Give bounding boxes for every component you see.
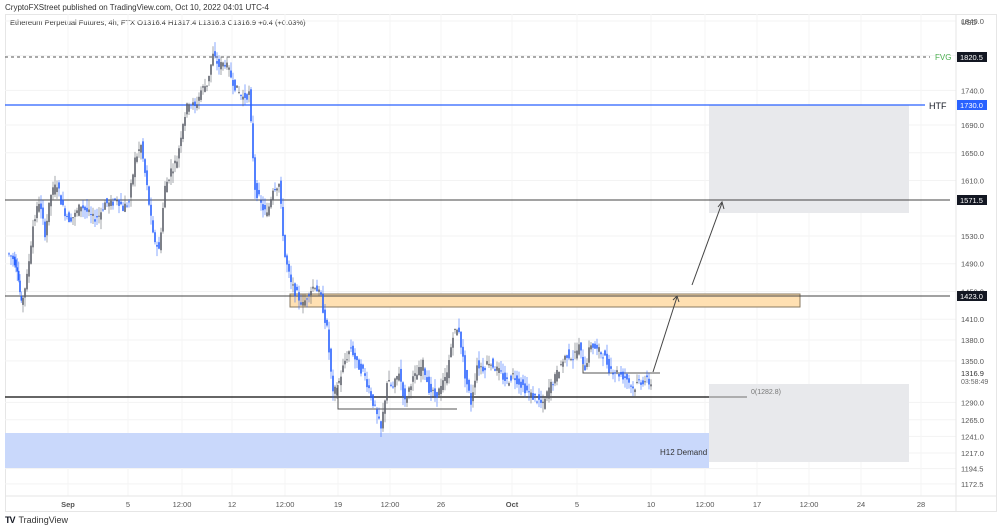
time-tick-label: 19 [334, 500, 342, 509]
time-tick-label: 5 [126, 500, 130, 509]
fvg-price-tag [957, 52, 987, 62]
h12-demand-zone [5, 433, 709, 468]
projection-arrow-2-head [717, 200, 725, 210]
price-tick-label: 1840.0 [961, 17, 984, 26]
level-1423-price-tag-text: 1423.0 [960, 292, 983, 301]
price-axis-currency: USD [961, 18, 977, 27]
fvg-price-tag-text: 1820.5 [960, 53, 983, 62]
htf-target-zone [709, 105, 909, 213]
price-tick-label: 1217.0 [961, 449, 984, 458]
price-tick-label: 1410.0 [961, 315, 984, 324]
tradingview-brand[interactable]: TV TradingView [5, 515, 68, 525]
time-tick-label: 12 [228, 500, 236, 509]
price-tick-label: 1650.0 [961, 149, 984, 158]
fvg-label: FVG [935, 53, 951, 62]
projection-arrow-2 [691, 202, 723, 286]
supply-zone-1423 [289, 293, 801, 308]
price-tick-label: 1380.0 [961, 336, 984, 345]
price-tick-label: 1490.0 [961, 260, 984, 269]
price-tick-label: 1265.0 [961, 416, 984, 425]
htf-price-tag [957, 100, 987, 110]
fib-zero-label: 0(1282.8) [751, 389, 781, 396]
price-tick-label: 1530.0 [961, 232, 984, 241]
time-tick-label: 12:00 [276, 500, 295, 509]
price-tick-label: 1194.5 [961, 465, 983, 474]
htf-price-tag-text: 1730.0 [960, 101, 983, 110]
price-axis-ticks: 1840.01790.01740.01690.01650.01610.01530… [961, 17, 984, 489]
bar-countdown-label: 03:58:49 [961, 379, 988, 386]
price-tick-label: 1610.0 [961, 177, 984, 186]
chart-frame [5, 14, 997, 512]
price-tick-label: 1241.0 [961, 432, 984, 441]
projection-arrow-1-head [672, 295, 680, 303]
level-1571-price-tag-text: 1571.5 [960, 196, 983, 205]
price-tick-label: 1290.0 [961, 398, 984, 407]
level-1423-price-tag [957, 291, 987, 301]
tradingview-logo-icon: TV [5, 515, 15, 525]
price-tick-label: 1350.0 [961, 357, 984, 366]
price-tick-label: 1172.5 [961, 480, 983, 489]
lower-target-zone [709, 384, 909, 462]
price-tick-label: 1740.0 [961, 86, 984, 95]
time-tick-label: 12:00 [173, 500, 192, 509]
candlestick-series [8, 42, 652, 438]
current-price-label: 1316.9 [961, 369, 984, 378]
swing-low-bracket [582, 362, 660, 374]
time-tick-label: 17 [753, 500, 761, 509]
time-tick-label: 5 [575, 500, 579, 509]
time-tick-label: 12:00 [381, 500, 400, 509]
time-tick-label: Sep [61, 500, 75, 509]
h12-demand-label: H12 Demand [660, 448, 707, 457]
price-tick-label: 1690.0 [961, 121, 984, 130]
tradingview-brand-name: TradingView [18, 515, 69, 525]
time-axis-ticks: Sep 5 12:00 12 12:00 19 12:00 26 Oct 5 10 12:00 17 12… [61, 500, 925, 509]
time-tick-label: 12:00 [800, 500, 819, 509]
time-tick-label: 12:00 [696, 500, 715, 509]
time-tick-label: 28 [917, 500, 925, 509]
symbol-ohlc-legend: Ethereum Perpetual Futures, 4h, FTX O131… [10, 18, 306, 27]
time-tick-label: 26 [437, 500, 445, 509]
time-tick-label: Oct [506, 500, 519, 509]
time-tick-label: 10 [647, 500, 655, 509]
range-low-bracket [337, 385, 457, 410]
level-1571-price-tag [957, 195, 987, 205]
projection-arrow-1 [652, 296, 678, 373]
time-tick-label: 24 [857, 500, 865, 509]
publisher-caption: CryptoFXStreet published on TradingView.… [5, 3, 269, 12]
htf-label: HTF [929, 101, 947, 111]
